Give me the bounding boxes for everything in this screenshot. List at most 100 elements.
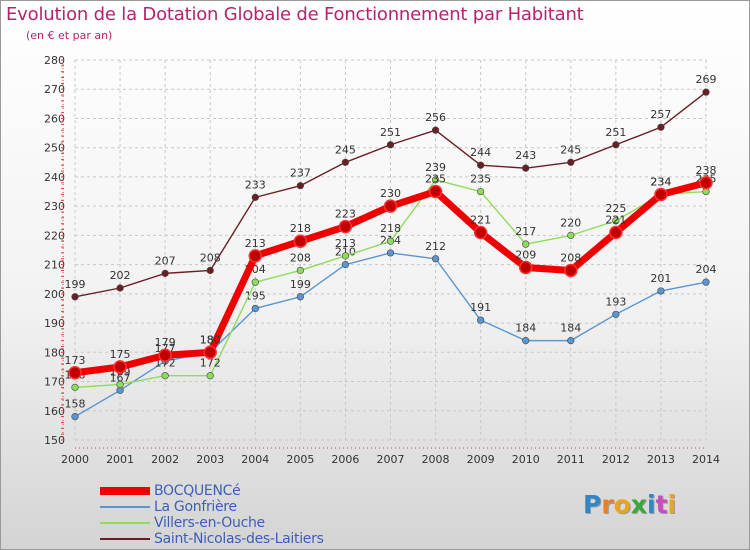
data-label: 191 (470, 301, 491, 314)
data-point (609, 225, 623, 240)
data-point (338, 219, 353, 234)
data-point (116, 284, 124, 292)
x-tick-label: 2009 (467, 453, 495, 466)
data-point (567, 158, 575, 166)
y-tick-label: 270 (44, 83, 65, 96)
data-point (71, 413, 79, 421)
data-label: 201 (650, 272, 671, 285)
data-label: 193 (605, 295, 626, 308)
data-label: 221 (605, 213, 626, 226)
data-label: 239 (425, 161, 446, 174)
y-tick-label: 200 (44, 288, 65, 301)
data-label: 221 (470, 213, 491, 226)
data-label: 213 (335, 237, 356, 250)
data-label: 243 (515, 149, 536, 162)
data-point (522, 337, 530, 345)
x-tick-label: 2014 (692, 453, 720, 466)
data-point (203, 345, 217, 360)
chart-subtitle: (en € et par an) (26, 29, 113, 42)
data-label: 238 (696, 164, 717, 177)
legend-swatch (100, 506, 150, 508)
data-point (699, 176, 713, 190)
y-tick-label: 230 (44, 200, 65, 213)
x-tick-label: 2004 (241, 453, 269, 466)
data-point (251, 278, 259, 286)
legend-label: BOCQUENCé (154, 483, 241, 499)
data-label: 244 (470, 146, 491, 159)
data-label: 209 (515, 249, 536, 262)
data-point (477, 187, 485, 196)
data-point (477, 316, 485, 324)
data-point (564, 263, 578, 278)
data-label: 245 (560, 143, 581, 156)
logo-letter: o (613, 490, 631, 519)
data-label: 179 (155, 336, 176, 349)
data-point (158, 348, 172, 362)
data-label: 208 (200, 251, 221, 264)
x-tick-label: 2012 (602, 453, 630, 466)
data-label: 234 (650, 175, 671, 188)
data-point (654, 187, 668, 202)
data-point (522, 164, 530, 172)
data-label: 184 (560, 322, 581, 335)
data-point (518, 260, 533, 275)
data-point (612, 310, 620, 318)
data-point (248, 249, 263, 263)
x-tick-label: 2003 (196, 453, 224, 466)
x-tick-label: 2006 (331, 453, 359, 466)
data-point (702, 88, 710, 96)
legend-swatch (100, 538, 150, 540)
logo-letter: t (655, 490, 668, 519)
data-point (657, 287, 665, 295)
data-label: 218 (290, 222, 311, 235)
data-label: 167 (110, 371, 131, 384)
x-tick-label: 2005 (286, 453, 314, 466)
data-point (341, 158, 350, 166)
data-label: 256 (425, 111, 446, 124)
data-point (116, 380, 124, 389)
y-tick-label: 190 (44, 317, 65, 330)
data-point (428, 184, 443, 199)
data-label: 202 (110, 269, 131, 282)
data-label: 235 (425, 173, 446, 186)
data-label: 204 (696, 263, 717, 276)
data-point (161, 372, 169, 380)
y-tick-label: 210 (44, 259, 65, 272)
data-point (522, 240, 530, 248)
data-point (383, 199, 398, 213)
data-label: 218 (380, 222, 401, 235)
logo-letter: i (667, 490, 677, 519)
legend-label: Saint-Nicolas-des-Laitiers (154, 531, 324, 547)
data-point (296, 266, 304, 275)
data-point (71, 293, 79, 301)
y-tick-label: 220 (44, 229, 65, 242)
data-point (206, 372, 214, 380)
data-label: 175 (110, 348, 131, 361)
data-point (473, 225, 488, 240)
x-tick-label: 2000 (61, 453, 89, 466)
x-tick-label: 2013 (647, 453, 675, 466)
x-tick-label: 2008 (422, 453, 450, 466)
data-point (431, 126, 440, 134)
chart-title: Evolution de la Dotation Globale de Fonc… (6, 4, 584, 25)
data-point (296, 182, 304, 190)
data-point (612, 141, 620, 149)
data-point (113, 360, 127, 374)
legend-swatch (100, 522, 150, 524)
data-point (567, 337, 575, 345)
data-label: 251 (605, 126, 626, 139)
data-point (293, 234, 308, 248)
legend-swatch (100, 487, 150, 495)
data-label: 251 (380, 126, 401, 139)
data-label: 208 (290, 251, 311, 264)
data-label: 235 (470, 173, 491, 186)
x-tick-label: 2011 (557, 453, 585, 466)
data-label: 230 (380, 187, 401, 200)
y-tick-label: 260 (44, 112, 65, 125)
data-label: 210 (335, 246, 356, 259)
y-tick-label: 150 (44, 434, 65, 447)
data-label: 220 (560, 216, 581, 229)
data-label: 172 (200, 357, 221, 370)
